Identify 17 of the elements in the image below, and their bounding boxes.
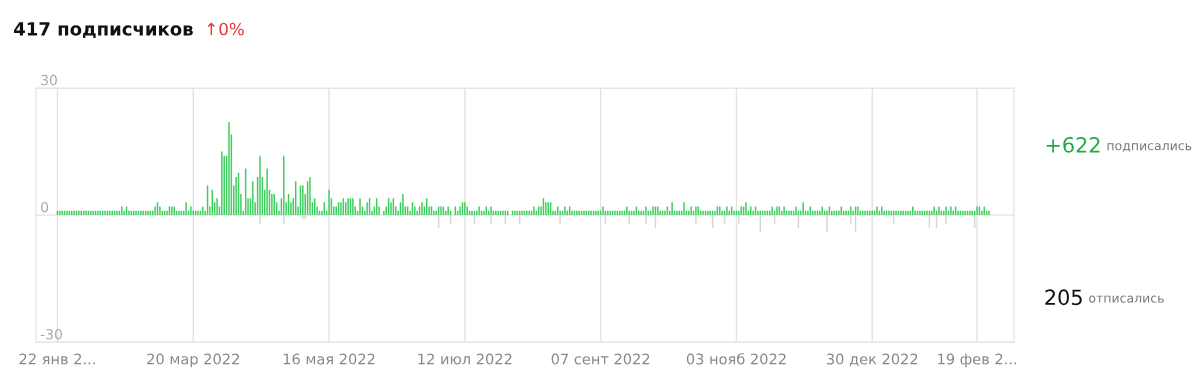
text: 417 подписчиков (14, 22, 193, 38)
x-tick-label: 16 мая 2022 (283, 353, 375, 365)
x-tick-label: 12 июл 2022 (418, 353, 512, 365)
x-tick-label: 03 нояб 2022 (686, 353, 786, 365)
text: 205 (1045, 289, 1082, 306)
text: ↑0% (207, 22, 244, 36)
x-tick-label: 20 мар 2022 (147, 353, 239, 368)
x-tick-label: 22 янв 2... (19, 353, 95, 365)
x-tick-label: 19 фев 2... (938, 353, 1017, 368)
y-tick-label: -30 (40, 328, 62, 340)
text: подписались (1107, 143, 1192, 152)
text: +622 (1046, 136, 1100, 153)
y-tick-label: 30 (41, 74, 57, 86)
y-tick-label: 0 (41, 201, 49, 213)
text: отписались (1089, 295, 1164, 303)
x-tick-label: 30 дек 2022 (826, 353, 918, 367)
x-tick-label: 07 сент 2022 (551, 353, 650, 365)
